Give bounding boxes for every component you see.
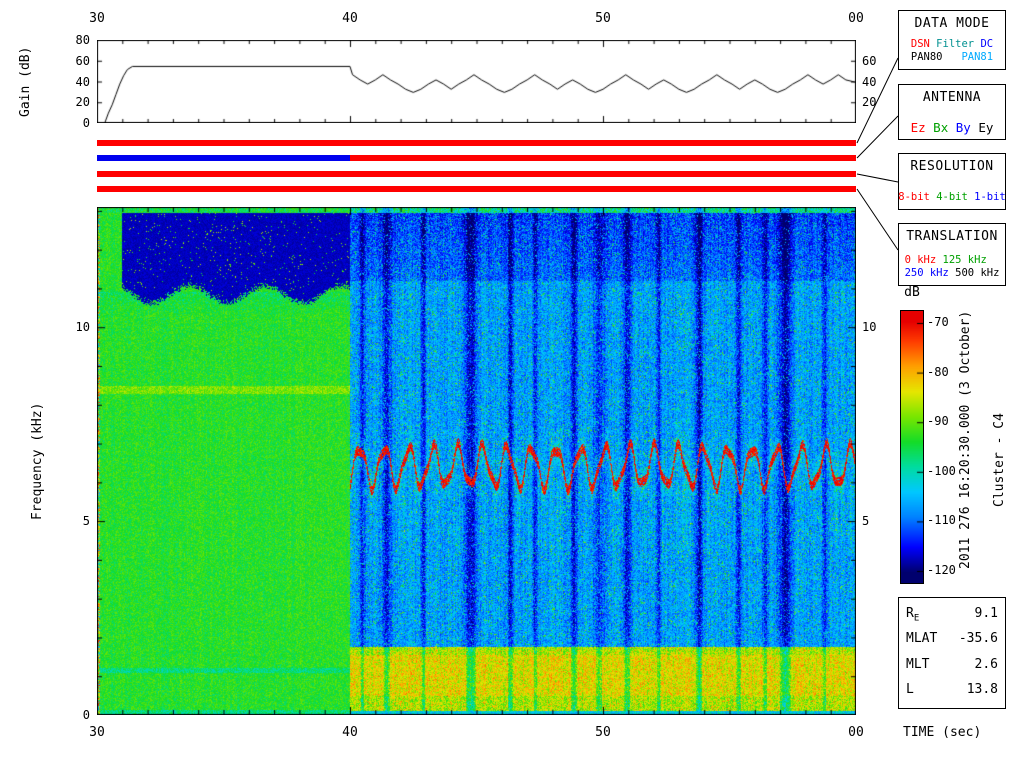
legend-item: Ey <box>970 120 994 135</box>
legend-translation: TRANSLATION 0 kHz 125 kHz 250 kHz 500 kHz <box>898 223 1006 286</box>
legend-item: 1-bit <box>967 191 1006 203</box>
resolution-bar-segment <box>97 171 856 177</box>
legend-rows: 0 kHz 125 kHz 250 kHz 500 kHz <box>905 254 1000 280</box>
legend-antenna-title: ANTENNA <box>922 90 982 105</box>
legend-item: PAN80 <box>910 51 943 63</box>
top-axis-tick-label: 50 <box>595 11 611 26</box>
legend-item: DC <box>974 38 994 50</box>
legend-item: Filter <box>929 38 975 50</box>
legend-item: 500 kHz <box>948 267 1000 279</box>
top-axis-tick-label: 40 <box>342 11 358 26</box>
legend-row: DSN Filter DC <box>911 38 993 51</box>
legend-row: 0 kHz 125 kHz <box>905 254 1000 267</box>
resolution-bar <box>97 171 856 177</box>
info-row-mlt: MLT 2.6 <box>906 656 998 672</box>
colorbar-tick-label: -90 <box>927 414 949 429</box>
legend-item: 4-bit <box>929 191 968 203</box>
bottom-axis-tick-label: 00 <box>848 725 864 740</box>
legend-item: By <box>948 120 971 135</box>
gain-ytick-right: 60 <box>862 53 877 68</box>
gain-ytick-left: 40 <box>75 74 90 89</box>
gain-ytick-left: 60 <box>75 53 90 68</box>
gain-ytick-left: 20 <box>75 95 90 110</box>
gain-ytick-left: 80 <box>75 33 90 47</box>
colorbar-tick-label: -80 <box>927 364 949 379</box>
info-row-re: RE 9.1 <box>906 605 998 624</box>
legend-row: 8-bit 4-bit 1-bit <box>898 191 1005 204</box>
legend-rows: 8-bit 4-bit 1-bit <box>898 191 1005 204</box>
freq-ytick-right: 10 <box>862 320 877 335</box>
translation-bar <box>97 186 856 192</box>
legend-item: 8-bit <box>898 191 930 203</box>
antenna-bar-segment <box>97 155 350 161</box>
legend-item: 125 kHz <box>936 254 987 266</box>
top-axis-tick-label: 30 <box>89 11 105 26</box>
data-mode-bar-segment <box>97 140 856 146</box>
spacecraft-side-text: Cluster - C4 <box>992 413 1007 507</box>
legend-data-mode-title: DATA MODE <box>914 16 990 31</box>
time-axis-label: TIME (sec) <box>903 725 982 740</box>
colorbar-canvas <box>900 310 924 584</box>
colorbar-tick-label: -120 <box>927 563 956 577</box>
legend-resolution-title: RESOLUTION <box>910 159 994 174</box>
legend-item: Ez <box>910 120 926 135</box>
colorbar-tick-label: -100 <box>927 463 956 478</box>
legend-item: PAN81 <box>942 51 994 63</box>
legend-resolution: RESOLUTION 8-bit 4-bit 1-bit <box>898 153 1006 210</box>
legend-data-mode: DATA MODE DSN Filter DC PAN80 PAN81 <box>898 10 1006 70</box>
translation-bar-segment <box>97 186 856 192</box>
freq-ytick-left: 0 <box>82 708 90 722</box>
info-row-mlat: MLAT -35.6 <box>906 631 998 647</box>
timestamp-side-text: 2011 276 16:20:30.000 (3 October) <box>958 310 973 570</box>
freq-ytick-left: 10 <box>75 320 90 335</box>
info-row-l: L 13.8 <box>906 682 998 698</box>
gain-axis-label: Gain (dB) <box>18 46 33 117</box>
legend-item: DSN <box>910 38 930 50</box>
frequency-axis-label: Frequency (kHz) <box>30 402 45 520</box>
legend-row: PAN80 PAN81 <box>911 51 993 64</box>
gain-ytick-right: 20 <box>862 95 877 110</box>
bottom-axis-tick-label: 50 <box>595 725 611 740</box>
spectrogram-canvas <box>97 207 856 715</box>
legend-item: 250 kHz <box>904 267 949 279</box>
bottom-axis-tick-label: 30 <box>89 725 105 740</box>
legend-rows: DSN Filter DC PAN80 PAN81 <box>911 38 993 64</box>
colorbar-tick-label: -70 <box>927 315 949 329</box>
colorbar-unit-label: dB <box>904 285 920 300</box>
legend-antenna: ANTENNA Ez Bx By Ey <box>898 84 1006 140</box>
legend-rows: Ez Bx By Ey <box>911 121 994 134</box>
gain-plot-canvas <box>97 40 856 123</box>
gain-ytick-left: 0 <box>82 116 90 130</box>
gain-ytick-right: 40 <box>862 74 877 89</box>
legend-item: 0 kHz <box>904 254 937 266</box>
bottom-axis-tick-label: 40 <box>342 725 358 740</box>
legend-row: 250 kHz 500 kHz <box>905 267 1000 280</box>
freq-ytick-left: 5 <box>82 514 90 529</box>
freq-ytick-right: 5 <box>862 514 870 529</box>
legend-row: Ez Bx By Ey <box>911 121 994 134</box>
antenna-bar-segment <box>350 155 856 161</box>
ephemeris-box: RE 9.1 MLAT -35.6 MLT 2.6 L 13.8 <box>898 597 1006 709</box>
data-mode-bar <box>97 140 856 146</box>
antenna-bar <box>97 155 856 161</box>
colorbar-tick-label: -110 <box>927 513 956 528</box>
legend-item: Bx <box>925 120 949 135</box>
legend-translation-title: TRANSLATION <box>906 229 998 244</box>
top-axis-tick-label: 00 <box>848 11 864 26</box>
